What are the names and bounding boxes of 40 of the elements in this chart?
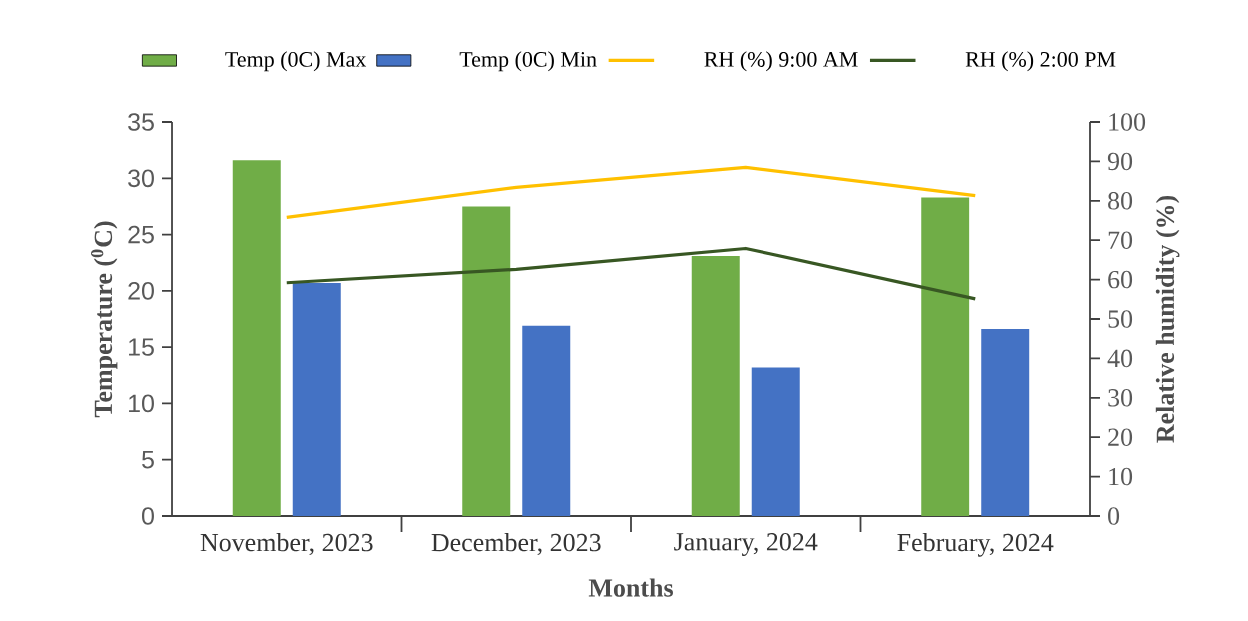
- y2-axis-title: Relative humidity (%): [1155, 195, 1180, 443]
- legend-label: RH (%) 9:00 AM: [704, 51, 858, 72]
- bar: [522, 325, 571, 516]
- y2-tick-label: 0: [1108, 507, 1120, 525]
- y-tick-label: 5: [142, 450, 154, 469]
- y-tick-label: 35: [128, 113, 154, 131]
- x-tick-label: January, 2024: [674, 533, 818, 556]
- y2-tick-label: 100: [1109, 113, 1146, 131]
- y2-tick-label: 10: [1109, 467, 1133, 486]
- y2-tick-label: 50: [1108, 310, 1133, 328]
- y2-tick-label: 40: [1107, 349, 1133, 368]
- bar: [232, 160, 281, 516]
- y2-tick-label: 60: [1108, 270, 1133, 289]
- bar: [751, 367, 800, 516]
- x-tick-label: February, 2024: [897, 533, 1054, 557]
- y2-tick-label: 20: [1108, 428, 1133, 446]
- line-series: [285, 165, 977, 219]
- bar: [292, 282, 341, 516]
- bar: [981, 329, 1030, 516]
- y-tick-label: 0: [142, 507, 154, 525]
- legend-label: RH (%) 2:00 PM: [965, 51, 1116, 72]
- legend-label: Temp (0C) Max: [225, 51, 367, 72]
- bar: [921, 197, 970, 516]
- x-tick-label: November, 2023: [200, 533, 373, 556]
- y-tick-label: 25: [128, 225, 154, 244]
- y2-tick-label: 30: [1108, 389, 1133, 407]
- y-tick-label: 20: [128, 282, 154, 300]
- bar: [462, 206, 511, 516]
- y-tick-label: 15: [129, 338, 154, 356]
- bar: [691, 255, 740, 516]
- x-tick-label: December, 2023: [431, 533, 601, 556]
- y2-tick-label: 90: [1107, 152, 1133, 171]
- x-axis-title: Months: [588, 578, 673, 597]
- y2-tick-label: 80: [1108, 192, 1133, 210]
- line-series: [285, 246, 977, 301]
- y-axis-title: Temperature ($^{0}$C): [91, 221, 118, 418]
- y-tick-label: 30: [128, 169, 154, 188]
- legend-label: Temp (0C) Min: [459, 51, 597, 72]
- y2-tick-label: 70: [1108, 231, 1133, 249]
- y-tick-label: 10: [129, 394, 154, 413]
